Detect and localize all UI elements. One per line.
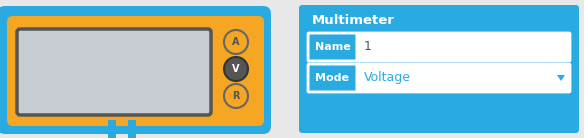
FancyBboxPatch shape: [310, 66, 356, 91]
Circle shape: [224, 57, 248, 81]
Text: Mode: Mode: [315, 73, 349, 83]
FancyBboxPatch shape: [108, 120, 116, 138]
Circle shape: [224, 30, 248, 54]
Text: V: V: [232, 64, 240, 74]
FancyBboxPatch shape: [308, 64, 570, 92]
FancyBboxPatch shape: [7, 16, 264, 126]
FancyBboxPatch shape: [310, 34, 356, 59]
Text: R: R: [232, 91, 240, 101]
Text: 1: 1: [364, 40, 372, 54]
FancyBboxPatch shape: [128, 120, 136, 138]
Text: A: A: [232, 37, 240, 47]
FancyBboxPatch shape: [17, 29, 211, 115]
Polygon shape: [557, 75, 565, 81]
FancyBboxPatch shape: [299, 5, 579, 133]
FancyBboxPatch shape: [0, 6, 271, 134]
Circle shape: [224, 84, 248, 108]
Text: Name: Name: [315, 42, 350, 52]
Text: Multimeter: Multimeter: [312, 14, 395, 27]
Text: Voltage: Voltage: [364, 71, 411, 84]
FancyBboxPatch shape: [308, 33, 570, 61]
